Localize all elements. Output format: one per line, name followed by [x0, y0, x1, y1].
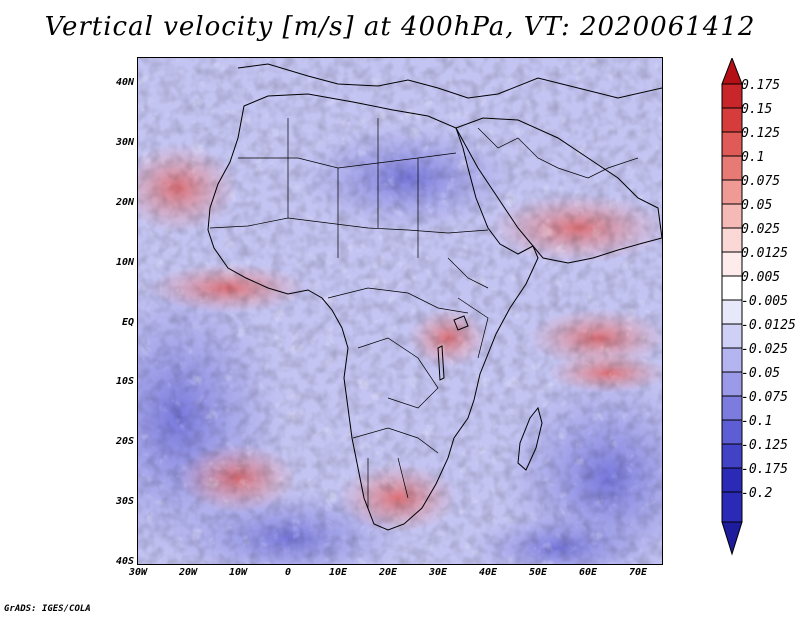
- border-east-africa: [447, 257, 489, 359]
- border-central-africa: [327, 287, 469, 314]
- colorbar-box-1: [721, 83, 743, 109]
- lat-label-20n: 20N: [115, 197, 134, 208]
- madagascar-coastline: [517, 406, 543, 471]
- colorbar-box-8: [721, 251, 743, 277]
- colorbar-label-0.075: 0.075: [741, 174, 781, 189]
- colorbar-label-0.175: 0.175: [741, 78, 781, 93]
- colorbar-box-4: [721, 155, 743, 181]
- colorbar-label--0.075: -0.075: [741, 390, 788, 405]
- colorbar-box-9: [721, 275, 743, 301]
- lat-label-30n: 30N: [115, 137, 134, 148]
- colorbar-label--0.05: -0.05: [741, 366, 781, 381]
- colorbar-label--0.2: -0.2: [741, 486, 773, 501]
- lon-label-20w: 20W: [178, 567, 198, 578]
- border-meridional-west: [287, 118, 419, 258]
- field-texture-light: [138, 58, 662, 564]
- colorbar-box-11: [721, 323, 743, 349]
- lat-label-10s: 10S: [115, 376, 134, 387]
- lat-label-40n: 40N: [115, 77, 134, 88]
- velocity-field-map: [138, 58, 662, 564]
- colorbar-label-0.05: 0.05: [741, 198, 773, 213]
- colorbar-label--0.175: -0.175: [741, 462, 788, 477]
- colorbar-label-0.005: 0.005: [741, 270, 781, 285]
- lon-label-50e: 50E: [528, 567, 548, 578]
- map-plot-area: [137, 57, 663, 565]
- colorbar-box-10: [721, 299, 743, 325]
- border-sahel: [209, 217, 489, 234]
- country-borders: [209, 118, 639, 508]
- colorbar-box-7: [721, 227, 743, 253]
- colorbar-label-0.1: 0.1: [741, 150, 765, 165]
- colorbar-label--0.005: -0.005: [741, 294, 788, 309]
- coastlines: [207, 63, 662, 531]
- lon-label-30e: 30E: [428, 567, 448, 578]
- lat-label-10n: 10N: [115, 257, 134, 268]
- lat-label-30s: 30S: [115, 496, 134, 507]
- lat-label-eq: EQ: [121, 317, 134, 328]
- border-congo: [357, 337, 439, 409]
- africa-coastline: [207, 93, 539, 531]
- colorbar-label--0.1: -0.1: [741, 414, 773, 429]
- border-southern-africa: [352, 427, 439, 508]
- arabia-coastline: [455, 117, 662, 264]
- lat-label-20s: 20S: [115, 436, 134, 447]
- lon-label-10w: 10W: [228, 567, 248, 578]
- grads-credit: GrADS: IGES/COLA: [4, 604, 91, 614]
- colorbar-label-0.025: 0.025: [741, 222, 781, 237]
- colorbar-label--0.125: -0.125: [741, 438, 788, 453]
- lon-label-20e: 20E: [378, 567, 398, 578]
- lon-label-60e: 60E: [578, 567, 598, 578]
- colorbar: [721, 58, 743, 556]
- colorbar-box-3: [721, 131, 743, 157]
- colorbar-arrow-bottom: [721, 521, 743, 556]
- lake-victoria: [453, 315, 469, 331]
- colorbar-box-13: [721, 371, 743, 397]
- colorbar-box-2: [721, 107, 743, 133]
- lon-label-30w: 30W: [128, 567, 148, 578]
- colorbar-box-18: [721, 491, 743, 523]
- lon-label-0: 0: [284, 567, 292, 578]
- colorbar-label-0.0125: 0.0125: [741, 246, 788, 261]
- lon-label-70e: 70E: [628, 567, 648, 578]
- colorbar-box-16: [721, 443, 743, 469]
- colorbar-arrow-top: [721, 58, 743, 85]
- colorbar-label-0.125: 0.125: [741, 126, 781, 141]
- colorbar-label--0.0125: -0.0125: [741, 318, 796, 333]
- colorbar-box-6: [721, 203, 743, 229]
- colorbar-label-0.15: 0.15: [741, 102, 773, 117]
- chart-title: Vertical velocity [m/s] at 400hPa, VT: 2…: [44, 12, 756, 42]
- lon-label-10e: 10E: [328, 567, 348, 578]
- lat-label-40s: 40S: [115, 556, 134, 567]
- border-middle-east: [477, 127, 639, 179]
- colorbar-label--0.025: -0.025: [741, 342, 788, 357]
- europe-coastline: [237, 63, 662, 99]
- colorbar-box-5: [721, 179, 743, 205]
- colorbar-box-14: [721, 395, 743, 421]
- lake-tanganyika: [437, 345, 445, 381]
- colorbar-box-17: [721, 467, 743, 493]
- colorbar-box-12: [721, 347, 743, 373]
- colorbar-box-15: [721, 419, 743, 445]
- lon-label-40e: 40E: [478, 567, 498, 578]
